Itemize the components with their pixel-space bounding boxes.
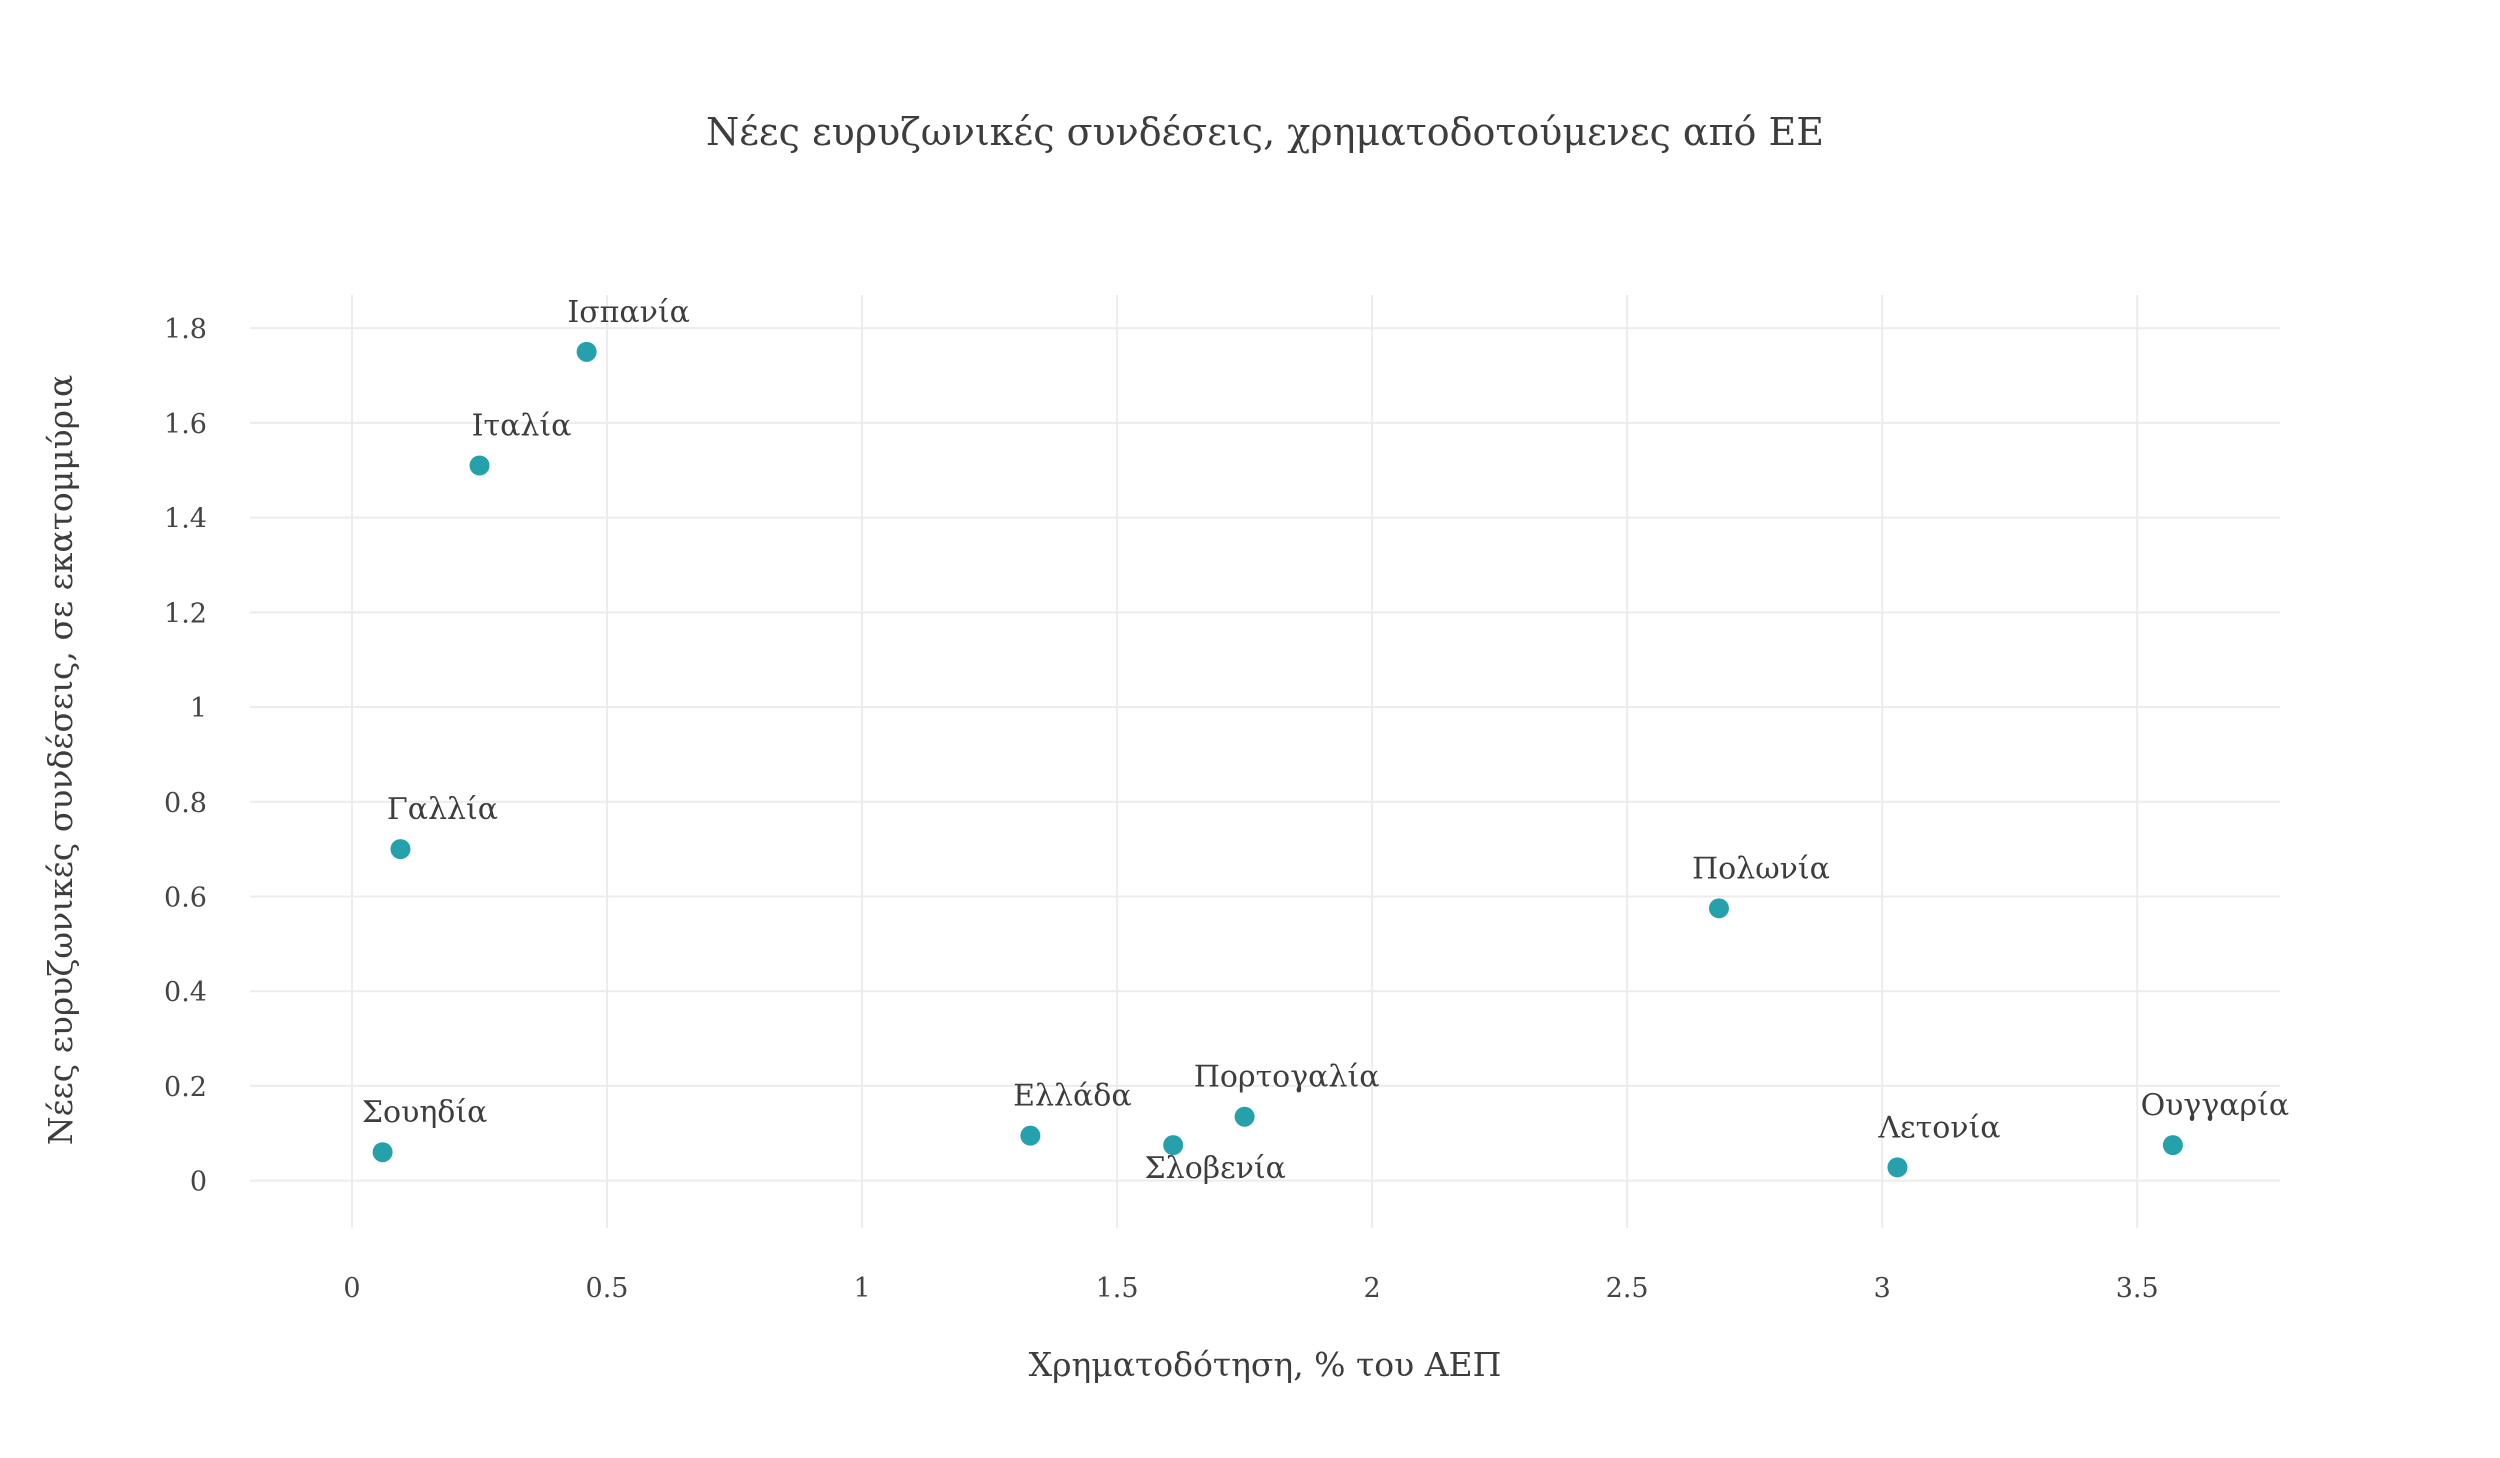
data-point-label: Γαλλία <box>387 792 498 827</box>
y-axis-title: Νέες ευρυζωνικές συνδέσεις, σε εκατομμύρ… <box>41 375 80 1146</box>
x-tick-label: 3 <box>1874 1273 1891 1304</box>
y-tick-label: 1 <box>190 693 207 724</box>
data-point-label: Ουγγαρία <box>2141 1088 2290 1123</box>
x-tick-label: 0.5 <box>586 1273 629 1304</box>
x-axis-title: Χρηματοδότηση, % του ΑΕΠ <box>1029 1345 1502 1384</box>
data-point-label: Πολωνία <box>1692 851 1830 886</box>
data-point <box>1234 1106 1255 1127</box>
data-point <box>2162 1135 2183 1156</box>
y-tick-label: 1.4 <box>164 504 207 535</box>
data-point <box>390 839 411 860</box>
data-point-label: Ιταλία <box>472 408 572 443</box>
x-tick-label: 3.5 <box>2116 1273 2159 1304</box>
y-tick-label: 0.8 <box>164 788 207 819</box>
grid-layer <box>250 295 2280 1228</box>
data-points <box>372 341 2183 1178</box>
data-point <box>576 341 597 362</box>
x-tick-label: 1 <box>853 1273 870 1304</box>
y-tick-label: 0.2 <box>164 1072 207 1103</box>
x-tick-label: 2.5 <box>1606 1273 1649 1304</box>
tick-labels: 0 0.5 1 1.5 2 2.5 3 3.5 0 0.2 0.4 0.6 0.8 1 1.2 1.4 1.6 1… <box>164 314 2159 1304</box>
data-point <box>1020 1125 1041 1146</box>
data-point <box>1708 898 1729 919</box>
data-point-label: Σλοβενία <box>1144 1151 1285 1186</box>
y-tick-label: 0.6 <box>164 882 207 913</box>
y-tick-label: 1.6 <box>164 409 207 440</box>
y-tick-label: 0 <box>190 1167 207 1198</box>
data-point-label: Ελλάδα <box>1013 1079 1132 1114</box>
y-tick-label: 1.2 <box>164 598 207 629</box>
chart-title: Νέες ευρυζωνικές συνδέσεις, χρηματοδοτού… <box>706 110 1824 154</box>
data-point <box>1163 1135 1184 1156</box>
x-tick-label: 1.5 <box>1096 1273 1139 1304</box>
data-point <box>1887 1157 1908 1178</box>
data-point <box>372 1142 393 1163</box>
y-tick-label: 0.4 <box>164 977 207 1008</box>
data-point-label: Πορτογαλία <box>1194 1060 1380 1095</box>
point-labels: Ισπανία Ιταλία Γαλλία Σουηδία Ελλάδα Σλοβενία… <box>362 295 2289 1186</box>
data-point-label: Ισπανία <box>567 295 690 330</box>
data-point-label: Λετονία <box>1877 1110 2000 1145</box>
data-point-label: Σουηδία <box>362 1095 488 1130</box>
y-tick-label: 1.8 <box>164 314 207 345</box>
x-tick-label: 0 <box>343 1273 360 1304</box>
x-tick-label: 2 <box>1364 1273 1381 1304</box>
data-point <box>469 455 490 476</box>
